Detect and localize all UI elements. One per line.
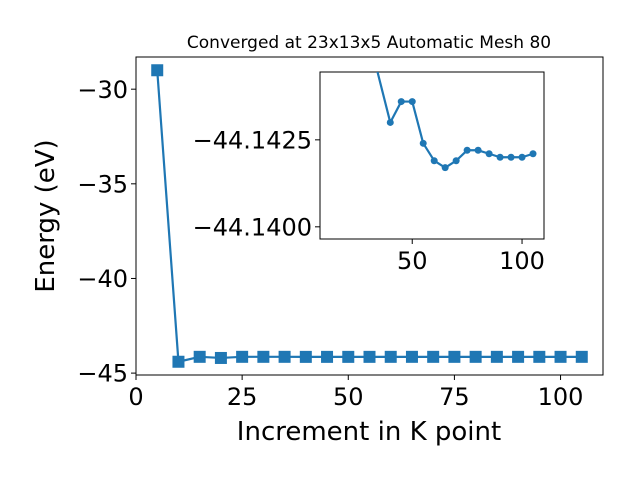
inset-data-area (376, 72, 537, 172)
x-axis-label: Increment in K point (237, 417, 501, 447)
inset-data-point (430, 157, 438, 165)
main-y-tick-label: −35 (77, 170, 128, 198)
inset-data-point (452, 157, 460, 165)
main-data-point (321, 350, 334, 363)
inset-data-point (441, 164, 449, 172)
main-data-point (151, 64, 164, 77)
main-x-tick-label: 100 (538, 383, 584, 411)
main-data-area (151, 64, 588, 368)
main-data-point (490, 350, 503, 363)
inset-data-point (397, 98, 405, 106)
inset-x-tick-label: 50 (397, 247, 428, 275)
inset-data-point (419, 139, 427, 147)
inset-data-point (463, 146, 471, 154)
main-data-point (427, 350, 440, 363)
main-data-point (172, 355, 185, 368)
main-data-point (214, 351, 227, 364)
inset-data-point (518, 153, 526, 161)
main-x-tick-label: 50 (333, 383, 364, 411)
main-y-tick-label: −40 (77, 265, 128, 293)
inset-data-point (496, 153, 504, 161)
y-axis-label: Energy (eV) (31, 139, 61, 292)
inset-data-point (507, 153, 515, 161)
main-x-tick-label: 75 (439, 383, 470, 411)
main-data-point (469, 350, 482, 363)
main-data-point (363, 350, 376, 363)
main-data-point (533, 350, 546, 363)
inset-x-tick-label: 100 (499, 247, 545, 275)
main-data-point (236, 350, 249, 363)
main-data-point (448, 350, 461, 363)
main-data-point (193, 350, 206, 363)
main-y-tick-label: −30 (77, 76, 128, 104)
main-y-tick-label: −45 (77, 360, 128, 388)
chart-title: Converged at 23x13x5 Automatic Mesh 80 (187, 33, 551, 53)
main-data-point (278, 350, 291, 363)
inset-plot: 50 100 −44.1425 −44.1400 (193, 71, 545, 275)
main-x-tick-label: 25 (227, 383, 258, 411)
inset-data-point (529, 150, 537, 158)
inset-data-point (485, 150, 493, 158)
main-data-point (575, 350, 588, 363)
main-data-point (554, 350, 567, 363)
inset-data-point (474, 146, 482, 154)
main-data-point (342, 350, 355, 363)
inset-y-tick-label: −44.1425 (193, 126, 312, 154)
main-data-point (512, 350, 525, 363)
main-data-point (405, 350, 418, 363)
inset-data-point (386, 118, 394, 126)
main-data-point (299, 350, 312, 363)
inset-data-point (408, 98, 416, 106)
inset-y-tick-label: −44.1400 (193, 213, 312, 241)
main-data-point (384, 350, 397, 363)
main-x-tick-label: 0 (128, 383, 143, 411)
main-data-point (257, 350, 270, 363)
